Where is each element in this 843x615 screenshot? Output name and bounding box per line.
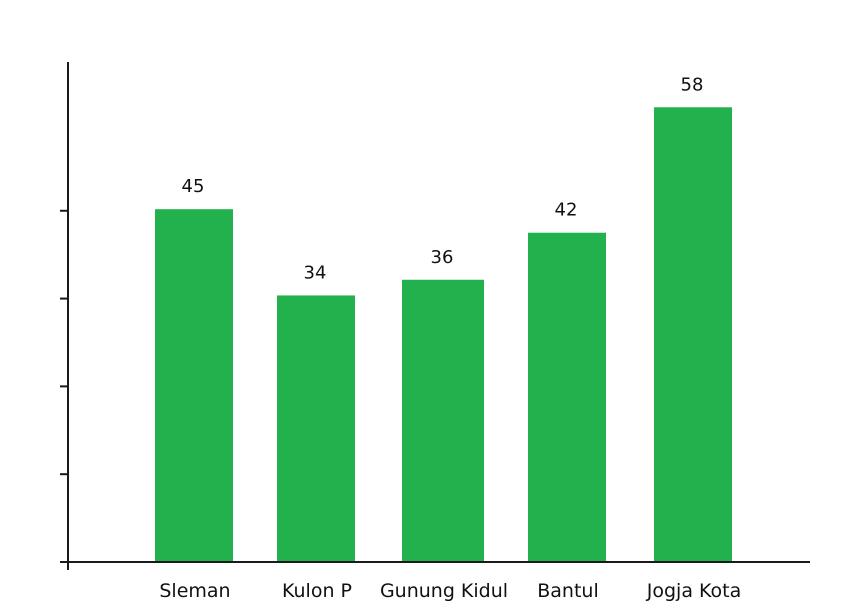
value-label-2: 36 [431,247,454,268]
bar-0 [155,209,233,562]
category-label-0: Sleman [159,580,230,602]
category-label-3: Bantul [537,580,599,602]
bar-2 [402,279,484,562]
category-labels: Sleman Kulon P Gunung Kidul Bantul Jogja Kot… [159,580,741,602]
value-label-4: 58 [681,74,704,95]
category-label-4: Jogja Kota [646,580,741,602]
value-label-0: 45 [182,176,205,197]
value-labels: 45 34 36 42 58 [182,74,704,283]
category-label-2: Gunung Kidul [380,580,508,602]
category-label-1: Kulon P [282,580,352,602]
value-label-3: 42 [555,200,578,221]
bar-1 [277,295,355,562]
bar-3 [528,232,606,562]
bar-4 [654,107,732,562]
y-axis-ticks [60,209,68,563]
bars [155,107,732,562]
value-label-1: 34 [304,262,327,283]
